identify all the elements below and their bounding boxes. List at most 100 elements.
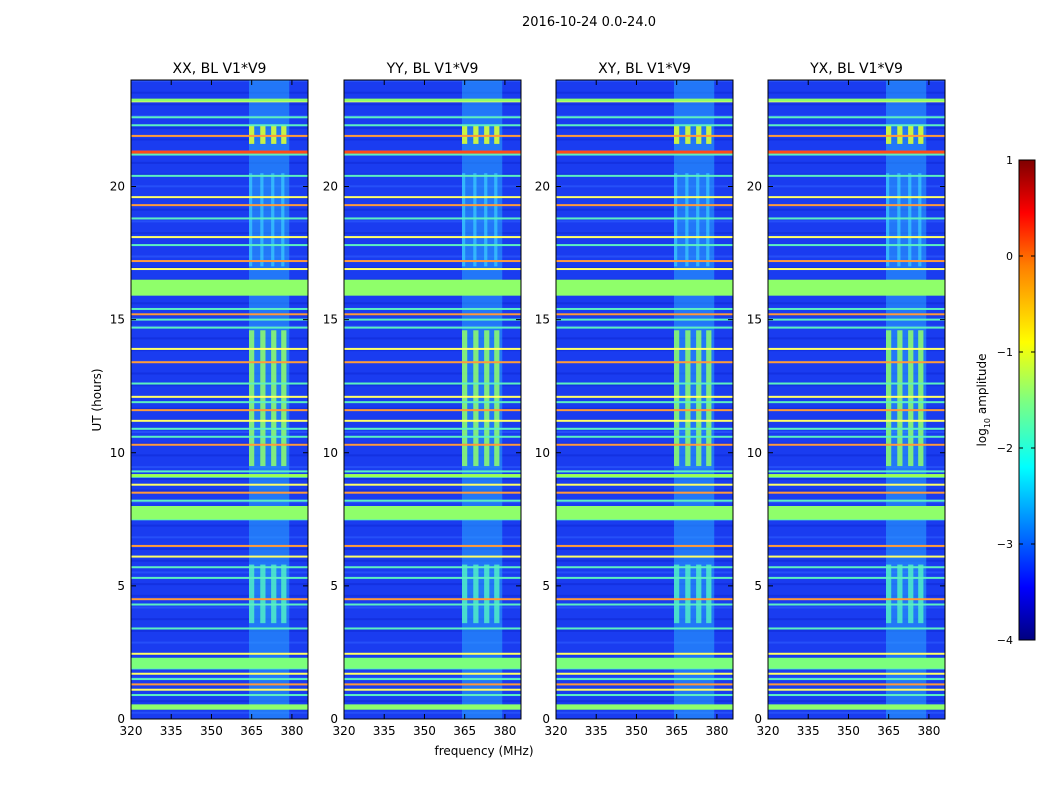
noise-stripe xyxy=(768,559,945,562)
x-tick-label: 380 xyxy=(917,724,940,738)
noise-stripe xyxy=(344,583,521,586)
rfi-line xyxy=(131,244,308,247)
rfi-line xyxy=(344,427,521,430)
noise-stripe xyxy=(344,442,521,445)
noise-stripe xyxy=(768,477,945,480)
rfi-line xyxy=(131,443,308,446)
rfi-line xyxy=(556,313,733,316)
noise-stripe xyxy=(344,80,521,82)
rfi-line xyxy=(344,683,521,686)
noise-stripe xyxy=(556,629,733,632)
rfi-line xyxy=(131,688,308,691)
rfi-line xyxy=(131,260,308,263)
noise-stripe xyxy=(344,220,521,223)
colorbar-tick-label: −2 xyxy=(997,442,1013,455)
signal-column xyxy=(473,564,479,624)
y-tick-label: 10 xyxy=(323,446,338,460)
x-tick-label: 335 xyxy=(797,724,820,738)
x-tick-label: 365 xyxy=(877,724,900,738)
rfi-line xyxy=(556,672,733,675)
signal-column xyxy=(462,173,466,267)
y-tick-label: 20 xyxy=(323,180,338,194)
rfi-line xyxy=(131,555,308,558)
noise-stripe xyxy=(131,173,308,176)
rfi-line xyxy=(768,683,945,686)
noise-stripe xyxy=(344,161,521,164)
rfi-line xyxy=(768,196,945,199)
rfi-band-strong xyxy=(768,279,945,296)
noise-stripe xyxy=(556,103,733,106)
rfi-line xyxy=(131,268,308,271)
rfi-line xyxy=(768,217,945,220)
rfi-line xyxy=(556,124,733,127)
rfi-line-hot xyxy=(131,98,308,102)
noise-stripe xyxy=(344,384,521,387)
signal-column xyxy=(674,125,680,144)
rfi-line xyxy=(344,395,521,398)
noise-stripe xyxy=(556,302,733,305)
rfi-line-hot xyxy=(344,98,521,102)
noise-stripe xyxy=(768,302,945,305)
noise-stripe xyxy=(556,676,733,679)
noise-stripe xyxy=(131,711,308,714)
panel-title: XX, BL V1*V9 xyxy=(173,61,267,77)
signal-column xyxy=(685,564,691,624)
noise-stripe xyxy=(344,629,521,632)
noise-stripe xyxy=(131,524,308,527)
rfi-line xyxy=(556,382,733,385)
rfi-line xyxy=(556,236,733,239)
signal-column xyxy=(696,330,702,467)
noise-stripe xyxy=(556,126,733,129)
rfi-line-hot xyxy=(131,474,308,478)
rfi-line xyxy=(768,435,945,438)
rfi-line xyxy=(768,361,945,364)
rfi-line xyxy=(556,134,733,137)
noise-stripe xyxy=(131,477,308,480)
noise-stripe xyxy=(556,594,733,597)
noise-stripe xyxy=(131,384,308,387)
rfi-line xyxy=(768,678,945,681)
noise-stripe xyxy=(556,337,733,340)
rfi-line xyxy=(768,153,945,156)
noise-stripe xyxy=(768,337,945,340)
rfi-line xyxy=(131,409,308,412)
x-tick-label: 335 xyxy=(160,724,183,738)
rfi-line xyxy=(344,244,521,247)
noise-stripe xyxy=(556,583,733,586)
noise-stripe xyxy=(556,466,733,469)
signal-column xyxy=(494,125,500,144)
rfi-line xyxy=(131,435,308,438)
noise-stripe xyxy=(344,454,521,457)
rfi-line xyxy=(556,244,733,247)
rfi-band-strong xyxy=(556,657,733,669)
rfi-line xyxy=(344,268,521,271)
noise-stripe xyxy=(768,384,945,387)
x-axis-label: frequency (MHz) xyxy=(434,744,533,758)
rfi-line xyxy=(131,598,308,601)
signal-column xyxy=(473,125,479,144)
rfi-band-strong xyxy=(768,657,945,669)
rfi-line xyxy=(344,326,521,329)
signal-column xyxy=(281,330,287,467)
signal-column xyxy=(249,330,255,467)
signal-column xyxy=(249,125,255,144)
rfi-line xyxy=(131,236,308,239)
noise-stripe xyxy=(556,641,733,644)
rfi-line xyxy=(131,672,308,675)
colorbar-tick-label: −3 xyxy=(997,538,1013,551)
rfi-line xyxy=(556,307,733,310)
y-tick-label: 15 xyxy=(323,313,338,327)
rfi-line xyxy=(131,134,308,137)
noise-stripe xyxy=(768,489,945,492)
rfi-line xyxy=(344,307,521,310)
noise-stripe xyxy=(131,232,308,235)
noise-stripe xyxy=(556,536,733,539)
noise-stripe xyxy=(131,302,308,305)
noise-stripe xyxy=(556,372,733,375)
noise-stripe xyxy=(344,208,521,211)
noise-stripe xyxy=(768,536,945,539)
rfi-line xyxy=(556,576,733,579)
rfi-line xyxy=(556,419,733,422)
rfi-line xyxy=(768,347,945,350)
